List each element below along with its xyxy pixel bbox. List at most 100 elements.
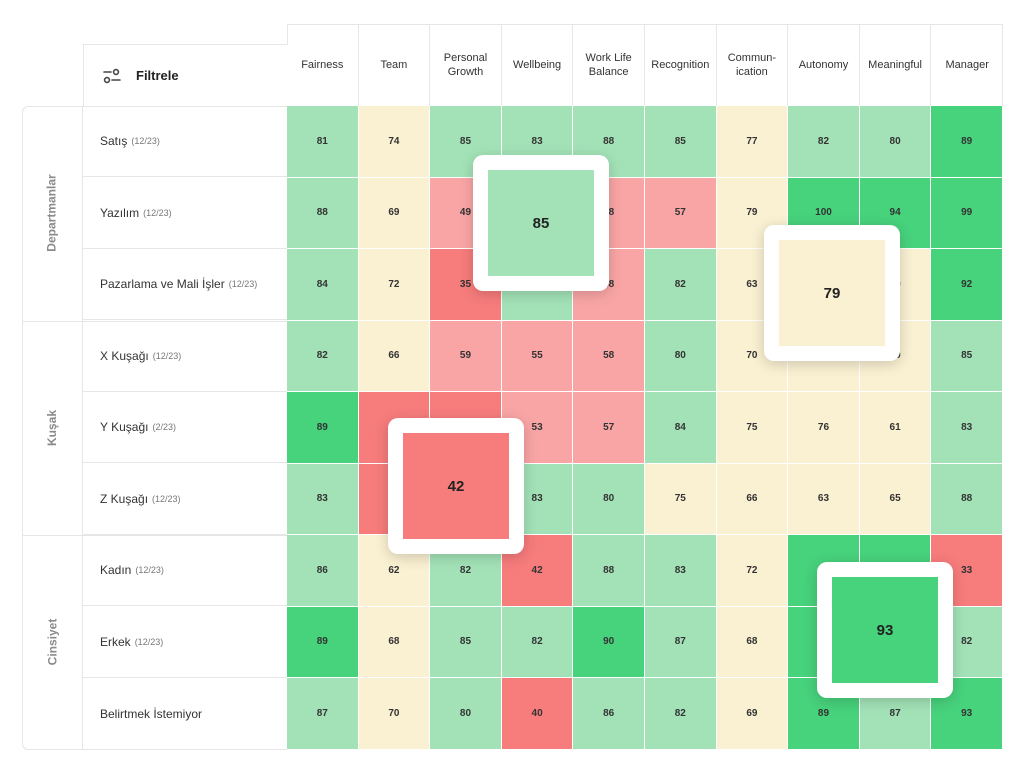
filter-label: Filtrele <box>136 68 179 83</box>
heatmap-cell[interactable]: 42 <box>501 535 574 607</box>
heatmap-cell[interactable]: 86 <box>573 678 645 750</box>
sliders-icon <box>103 68 121 83</box>
heatmap-cell[interactable]: 99 <box>931 177 1003 249</box>
column-header[interactable]: Autonomy <box>788 24 860 106</box>
highlight-callout: 93 <box>817 562 953 698</box>
heatmap-cell[interactable]: 59 <box>430 320 502 392</box>
row-name: Y Kuşağı <box>100 420 149 434</box>
heatmap-cell[interactable]: 83 <box>931 392 1003 464</box>
row-group: Kuşak <box>22 320 83 535</box>
heatmap-cell[interactable]: 74 <box>358 106 431 178</box>
column-header[interactable]: Commun- ication <box>717 24 789 106</box>
heatmap-cell[interactable]: 69 <box>716 678 789 750</box>
row-label[interactable]: Pazarlama ve Mali İşler (12/23) <box>83 249 288 320</box>
heatmap-cell[interactable]: 69 <box>358 177 431 249</box>
column-header[interactable]: Personal Growth <box>430 24 502 106</box>
heatmap-cell[interactable]: 82 <box>501 606 574 678</box>
highlight-value-cell: 85 <box>488 170 594 276</box>
row-group-label: Kuşak <box>45 409 59 446</box>
heatmap-cell[interactable]: 75 <box>716 392 789 464</box>
column-header[interactable]: Wellbeing <box>502 24 574 106</box>
heatmap-cell[interactable]: 92 <box>931 249 1003 321</box>
row-name: Erkek <box>100 634 131 649</box>
heatmap-cell[interactable]: 87 <box>645 606 717 678</box>
row-count: (2/23) <box>152 422 176 432</box>
heatmap-cell[interactable]: 87 <box>287 678 359 750</box>
row-name: Yazılım <box>100 205 140 220</box>
row-group-label: Departmanlar <box>45 174 59 252</box>
heatmap-cell[interactable]: 66 <box>358 320 431 392</box>
heatmap-cell[interactable]: 89 <box>287 392 359 464</box>
row-label[interactable]: X Kuşağı (12/23) <box>83 321 288 392</box>
heatmap-cell[interactable]: 82 <box>788 106 860 178</box>
heatmap-cell[interactable]: 58 <box>573 320 645 392</box>
column-header[interactable]: Manager <box>945 59 989 71</box>
heatmap-cell[interactable]: 77 <box>716 106 789 178</box>
heatmap-cell[interactable]: 88 <box>573 106 645 178</box>
heatmap-cell[interactable]: 84 <box>287 249 359 321</box>
heatmap-cell[interactable]: 70 <box>358 678 431 750</box>
column-header[interactable]: Recognition <box>645 24 717 106</box>
row-label[interactable]: Erkek (12/23) <box>83 607 288 678</box>
heatmap-cell[interactable]: 88 <box>931 463 1003 535</box>
heatmap-cell[interactable]: 68 <box>358 606 431 678</box>
row-name: Pazarlama ve Mali İşler <box>100 277 225 291</box>
row-label[interactable]: Kadın (12/23) <box>83 535 288 606</box>
heatmap-cell[interactable]: 89 <box>287 606 359 678</box>
row-label[interactable]: Y Kuşağı (2/23) <box>83 392 288 463</box>
heatmap-cell[interactable]: 86 <box>287 535 359 607</box>
group-divider <box>22 535 288 536</box>
row-label[interactable]: Belirtmek İstemiyor <box>83 678 288 749</box>
highlight-callout: 79 <box>764 225 900 361</box>
row-count: (12/23) <box>134 636 164 647</box>
highlight-callout: 85 <box>473 155 609 291</box>
row-group: Cinsiyet <box>22 535 83 750</box>
row-name: Satış <box>100 134 128 148</box>
heatmap-cell[interactable]: 80 <box>645 320 717 392</box>
heatmap-cell[interactable]: 83 <box>287 463 359 535</box>
column-header-panel <box>287 24 1003 106</box>
highlight-value-cell: 42 <box>403 433 509 539</box>
highlight-callout: 42 <box>388 418 524 554</box>
heatmap-cell[interactable]: 85 <box>430 606 502 678</box>
heatmap-cell[interactable]: 72 <box>358 249 431 321</box>
heatmap-cell[interactable]: 85 <box>645 106 717 178</box>
heatmap-cell[interactable]: 90 <box>573 606 645 678</box>
heatmap-cell[interactable]: 80 <box>430 678 502 750</box>
heatmap-cell[interactable]: 68 <box>716 606 789 678</box>
heatmap-cell[interactable]: 88 <box>573 535 645 607</box>
filter-button[interactable]: Filtrele <box>83 44 288 106</box>
heatmap-cell[interactable]: 63 <box>788 463 860 535</box>
column-header[interactable]: Work Life Balance <box>573 24 645 106</box>
heatmap-cell[interactable]: 40 <box>501 678 574 750</box>
column-header[interactable]: Team <box>359 24 431 106</box>
heatmap-cell[interactable]: 82 <box>645 249 717 321</box>
heatmap-cell[interactable]: 83 <box>645 535 717 607</box>
column-header[interactable]: Fairness <box>287 24 359 106</box>
heatmap-cell[interactable]: 80 <box>573 463 645 535</box>
heatmap-cell[interactable]: 75 <box>645 463 717 535</box>
heatmap-cell[interactable]: 76 <box>788 392 860 464</box>
heatmap-cell[interactable]: 55 <box>501 320 574 392</box>
row-name: Z Kuşağı <box>100 491 149 506</box>
heatmap-cell[interactable]: 85 <box>931 320 1003 392</box>
row-label[interactable]: Yazılım (12/23) <box>83 178 288 249</box>
heatmap-cell[interactable]: 57 <box>573 392 645 464</box>
heatmap-cell[interactable]: 89 <box>931 106 1003 178</box>
heatmap-cell[interactable]: 80 <box>859 106 932 178</box>
heatmap-cell[interactable]: 88 <box>287 177 359 249</box>
row-label[interactable]: Satış (12/23) <box>83 106 288 177</box>
heatmap-cell[interactable]: 57 <box>645 177 717 249</box>
row-name: X Kuşağı <box>100 348 149 363</box>
heatmap-cell[interactable]: 61 <box>859 392 932 464</box>
column-header[interactable]: Meaningful <box>860 24 932 106</box>
heatmap-cell[interactable]: 72 <box>716 535 789 607</box>
heatmap-cell[interactable]: 84 <box>645 392 717 464</box>
heatmap-cell[interactable]: 82 <box>287 320 359 392</box>
heatmap-cell[interactable]: 81 <box>287 106 359 178</box>
row-label[interactable]: Z Kuşağı (12/23) <box>83 464 288 535</box>
heatmap-cell[interactable]: 66 <box>716 463 789 535</box>
heatmap-cell[interactable]: 82 <box>645 678 717 750</box>
heatmap-cell[interactable]: 65 <box>859 463 932 535</box>
row-group: Departmanlar <box>22 106 83 321</box>
